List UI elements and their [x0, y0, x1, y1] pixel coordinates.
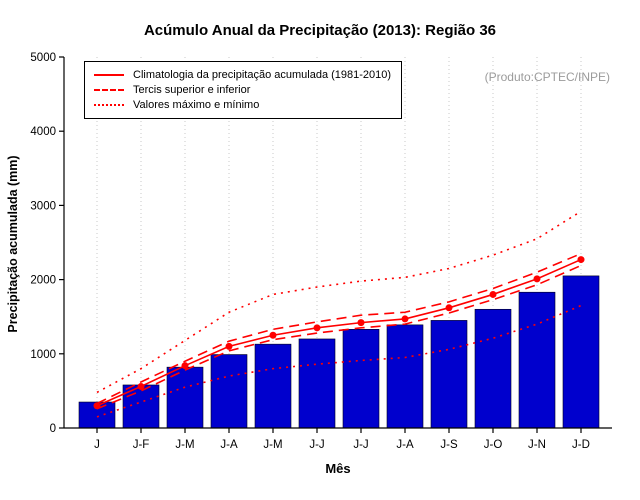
series-line-climatologia: [96, 258, 582, 407]
precip-bar: [342, 329, 380, 429]
dotted-line-icon: [94, 103, 124, 106]
precip-bar: [518, 291, 556, 429]
climatology-point: [225, 342, 233, 350]
x-tick-label: J-F: [133, 439, 150, 451]
y-tick-label: 2000: [30, 275, 56, 287]
climatology-point: [401, 315, 409, 323]
legend-label: Tercis superior e inferior: [133, 83, 251, 96]
climatology-point: [533, 275, 541, 283]
product-credit-label: (Produto:CPTEC/INPE): [484, 70, 610, 84]
y-tick-label: 3000: [30, 200, 56, 212]
x-tick-label: J-O: [484, 439, 503, 451]
x-tick-label: J-N: [528, 439, 546, 451]
climatology-point: [357, 319, 365, 327]
x-tick-label: J-M: [263, 439, 282, 451]
legend-label: Climatologia da precipitação acumulada (…: [133, 68, 392, 81]
climatology-point: [269, 331, 277, 339]
x-tick-label: J-S: [440, 439, 458, 451]
legend: Climatologia da precipitação acumulada (…: [84, 61, 403, 119]
legend-item-terciles: Tercis superior e inferior: [94, 82, 391, 97]
x-tick-label: J-D: [572, 439, 590, 451]
x-tick-label: J-J: [353, 439, 368, 451]
precip-bar: [298, 338, 336, 429]
climatology-point: [137, 382, 145, 390]
dashed-line-icon: [94, 88, 124, 91]
legend-item-climatology: Climatologia da precipitação acumulada (…: [94, 67, 391, 82]
precip-bar: [254, 343, 292, 429]
legend-label: Valores máximo e mínimo: [133, 98, 260, 111]
precip-bar: [386, 324, 424, 429]
series-line-tercil_inferior: [96, 264, 582, 410]
x-tick-label: J-J: [309, 439, 324, 451]
climatology-point: [445, 304, 453, 312]
climatology-point: [313, 324, 321, 332]
x-axis-label: Mês: [325, 461, 351, 476]
precip-bar: [430, 320, 468, 429]
y-axis-label: Precipitação acumulada (mm): [6, 155, 20, 333]
legend-item-max-min: Valores máximo e mínimo: [94, 97, 391, 112]
precip-bar: [210, 354, 248, 429]
y-tick-label: 4000: [30, 126, 56, 138]
series-line-tercil_superior: [96, 252, 582, 405]
x-tick-label: J-M: [175, 439, 194, 451]
precip-bar: [474, 308, 512, 429]
y-tick-label: 1000: [30, 349, 56, 361]
y-tick-label: 0: [50, 423, 56, 435]
y-tick-label: 5000: [30, 52, 56, 64]
solid-line-icon: [94, 73, 124, 76]
climatology-point: [181, 362, 189, 370]
x-tick-label: J: [94, 439, 100, 451]
climatology-point: [577, 256, 585, 264]
x-tick-label: J-A: [396, 439, 414, 451]
series-line-minimo: [96, 304, 582, 418]
x-tick-label: J-A: [220, 439, 238, 451]
chart-title: Acúmulo Anual da Precipitação (2013): Re…: [143, 22, 497, 39]
precip-bar: [562, 275, 600, 429]
climatology-point: [489, 290, 497, 298]
